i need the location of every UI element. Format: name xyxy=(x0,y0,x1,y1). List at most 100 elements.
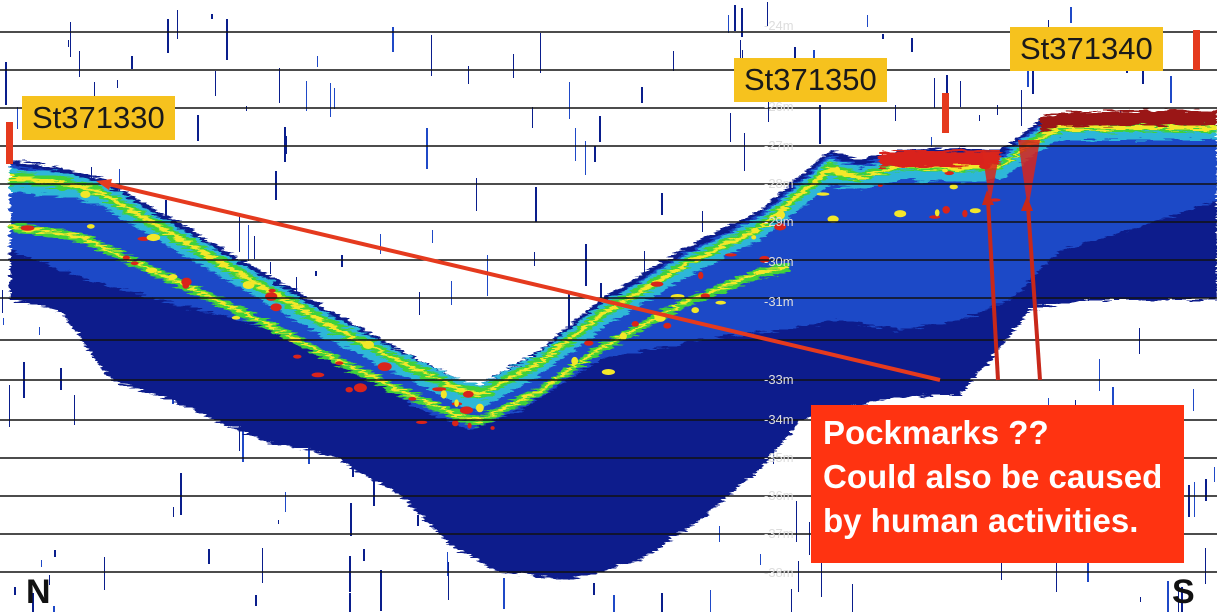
noise-streak xyxy=(49,575,50,585)
noise-streak xyxy=(997,105,998,115)
strong-echo-spot xyxy=(231,316,241,320)
north-label: N xyxy=(26,573,51,611)
station-label-left: St371330 xyxy=(22,96,175,140)
noise-streak xyxy=(673,51,674,71)
noise-streak xyxy=(54,550,56,557)
noise-streak xyxy=(211,14,213,19)
strong-echo-spot xyxy=(440,390,447,399)
noise-streak xyxy=(768,85,769,122)
depth-tick-label: -26m xyxy=(764,99,794,114)
noise-streak xyxy=(1142,59,1144,84)
noise-streak xyxy=(3,318,4,325)
noise-streak xyxy=(644,251,645,272)
noise-streak xyxy=(1205,479,1207,501)
noise-streak xyxy=(1001,559,1002,580)
noise-streak xyxy=(215,71,216,96)
noise-streak xyxy=(513,54,514,78)
strong-echo-spot xyxy=(270,303,282,312)
strong-echo-spot xyxy=(293,354,302,359)
noise-streak xyxy=(819,105,821,144)
depth-tick-label: -36m xyxy=(764,488,794,503)
strong-echo-spot xyxy=(949,184,958,190)
strong-echo-spot xyxy=(698,271,704,280)
strong-echo-spot xyxy=(20,225,35,231)
noise-streak xyxy=(585,141,586,175)
strong-echo-spot xyxy=(467,422,472,429)
strong-echo-spot xyxy=(584,340,594,346)
noise-streak xyxy=(255,595,257,606)
strong-echo-spot xyxy=(265,292,278,301)
station-label-middle: St371350 xyxy=(734,58,887,102)
strong-echo-spot xyxy=(663,322,672,329)
noise-streak xyxy=(167,19,169,53)
strong-echo-spot xyxy=(181,277,192,286)
noise-streak xyxy=(177,10,178,39)
noise-streak xyxy=(117,80,118,88)
noise-streak xyxy=(1027,64,1029,87)
arrow-head-left xyxy=(96,179,112,190)
noise-streak xyxy=(9,385,10,427)
noise-streak xyxy=(487,255,488,296)
noise-streak xyxy=(349,593,351,612)
strong-echo-spot xyxy=(989,198,1001,202)
seabed-bands xyxy=(10,110,1217,426)
noise-streak xyxy=(1193,389,1194,411)
noise-streak xyxy=(1194,482,1195,517)
depth-tick-label: -38m xyxy=(764,565,794,580)
strong-echo-spot xyxy=(452,419,459,427)
noise-streak xyxy=(1112,387,1114,408)
depth-tick-label: -31m xyxy=(764,294,794,309)
noise-streak xyxy=(796,501,797,542)
noise-streak xyxy=(767,2,768,26)
callout-line-1: Pockmarks ?? xyxy=(823,414,1049,451)
strong-echo-spot xyxy=(571,356,579,366)
strong-echo-spot xyxy=(145,267,158,274)
strong-echo-spot xyxy=(725,253,737,257)
noise-streak xyxy=(1056,562,1057,592)
noise-streak xyxy=(350,503,352,536)
noise-streak xyxy=(613,595,615,612)
strong-echo-spot xyxy=(816,192,830,196)
depth-tick-label: -33m xyxy=(764,372,794,387)
noise-streak xyxy=(448,562,449,600)
noise-streak xyxy=(262,548,263,583)
pockmark-dips xyxy=(982,140,1040,210)
noise-streak xyxy=(1032,65,1034,94)
strong-echo-spot xyxy=(353,383,367,393)
noise-streak xyxy=(585,244,587,286)
callout-line-3: by human activities. xyxy=(823,502,1139,539)
depth-tick-label: -29m xyxy=(764,214,794,229)
noise-streak xyxy=(468,66,469,84)
noise-streak xyxy=(710,590,711,612)
noise-streak xyxy=(534,252,535,266)
noise-streak xyxy=(53,606,55,612)
noise-streak xyxy=(432,230,433,243)
noise-streak xyxy=(285,136,287,154)
depth-tick-label: -24m xyxy=(764,18,794,33)
strong-echo-spot xyxy=(942,168,948,173)
noise-streak xyxy=(426,128,428,169)
noise-streak xyxy=(1170,76,1172,103)
strong-echo-spot xyxy=(80,190,91,198)
noise-streak xyxy=(946,75,948,109)
noise-streak xyxy=(68,40,69,47)
noise-streak xyxy=(575,128,576,161)
noise-streak xyxy=(798,561,799,592)
noise-streak xyxy=(341,255,343,267)
noise-streak xyxy=(741,8,743,37)
noise-streak xyxy=(17,107,18,129)
strong-echo-spot xyxy=(476,403,484,413)
noise-streak xyxy=(173,507,174,517)
depth-tick-label: -35m xyxy=(764,450,794,465)
noise-streak xyxy=(131,56,133,69)
noise-streak xyxy=(1167,581,1169,612)
noise-streak xyxy=(308,448,310,464)
noise-streak xyxy=(74,395,75,425)
noise-streak xyxy=(60,368,62,390)
noise-streak xyxy=(279,68,280,103)
noise-streak xyxy=(392,27,394,52)
noise-streak xyxy=(540,33,541,73)
strong-echo-spot xyxy=(969,208,981,214)
noise-streak xyxy=(476,178,477,211)
